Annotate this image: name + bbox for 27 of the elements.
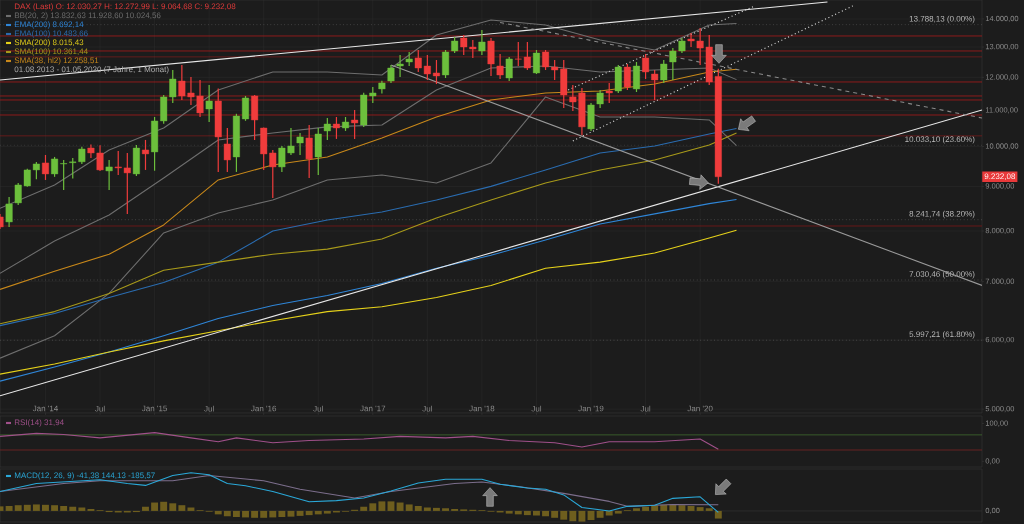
legend-label: SMA(200) 8.015,43 <box>14 39 84 47</box>
x-tick-label: Jan '20 <box>687 405 713 412</box>
x-tick-label: Jul <box>95 405 105 412</box>
x-tick-label: Jul <box>640 405 651 412</box>
chart-title: DAX (Last) O: 12.030,27 H: 12.272,99 L: 9.064,68 C: 9.232,08 <box>14 3 236 11</box>
legend-label: EMA(100) 10.483,66 <box>14 30 88 38</box>
x-tick-label: Jan '19 <box>578 405 604 412</box>
annotation: 9.232,08 <box>984 173 1016 181</box>
legend-label: BB(20, 2) 13.832,63 11.928,60 10.024,56 <box>14 12 161 20</box>
x-tick-label: Jan '16 <box>251 405 277 412</box>
ref-line-label: 8.241,74 (38.20%) <box>909 210 975 219</box>
legend-label: MACD(12, 26, 9) -41,38 144,13 -185,57 <box>14 472 155 480</box>
legend-label: RSI(14) 31,94 <box>14 419 64 427</box>
ref-line-label: 10.033,10 (23.60%) <box>905 136 975 144</box>
x-tick-label: Jan '17 <box>360 405 386 412</box>
x-tick-label: Jan '18 <box>469 405 495 412</box>
x-tick-label: Jul <box>313 405 323 412</box>
x-tick-label: Jul <box>204 405 214 412</box>
legend-label: SMA(38, hl2) 12.258,51 <box>14 57 99 65</box>
x-tick-label: Jan '15 <box>141 405 168 412</box>
ref-line-label: 13.788,13 (0.00%) <box>909 15 975 24</box>
legend-label: SMA(100) 10.361,44 <box>14 48 88 56</box>
x-tick-label: Jan '14 <box>32 405 59 412</box>
legend-label: EMA(200) 8.692,14 <box>14 21 84 29</box>
x-tick-label: Jul <box>422 405 432 412</box>
ref-line-label: 5.997,21 (61.80%) <box>909 331 975 339</box>
x-tick-label: Jul <box>531 405 542 412</box>
